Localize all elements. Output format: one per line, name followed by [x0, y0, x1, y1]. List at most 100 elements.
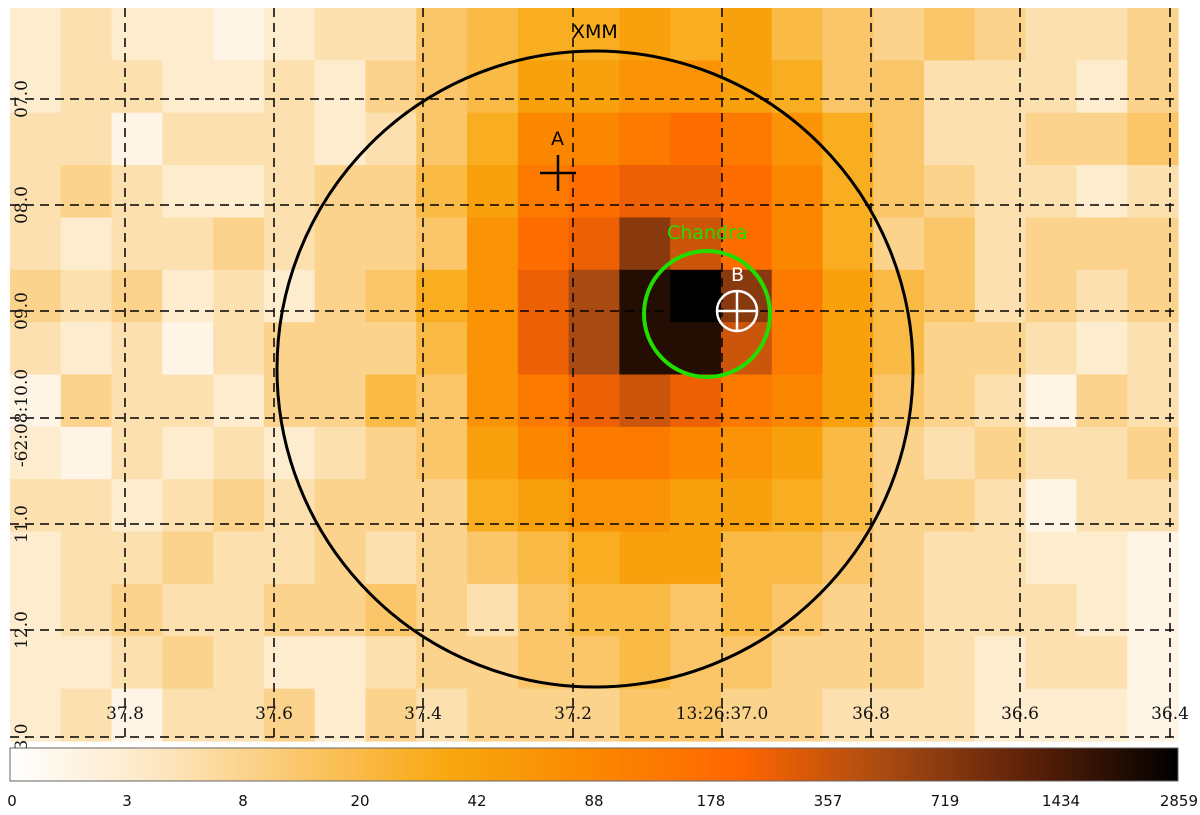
source-b-marker[interactable]	[715, 289, 759, 333]
image-pixel	[720, 322, 773, 376]
image-pixel	[619, 60, 671, 114]
image-pixel	[924, 217, 976, 271]
image-pixel	[213, 426, 265, 480]
image-pixel	[771, 217, 824, 271]
image-pixel	[213, 165, 265, 219]
image-pixel	[365, 688, 417, 742]
colorbar-labels: 0 3 8 20 42 88 178 357 719 1434 2859	[7, 792, 1198, 810]
image-pixel	[771, 8, 824, 61]
image-pixel	[314, 583, 367, 637]
image-pixel	[720, 583, 773, 637]
image-pixel	[213, 374, 265, 428]
colorbar-tick-label: 20	[350, 792, 369, 810]
image-pixel	[467, 217, 519, 271]
image-pixel	[1076, 8, 1128, 61]
image-pixel	[568, 60, 620, 114]
image-pixel	[974, 688, 1027, 742]
image-pixel	[974, 269, 1027, 323]
image-pixel	[1076, 583, 1128, 637]
image-pixel	[213, 112, 265, 166]
image-pixel	[111, 531, 163, 585]
image-pixel	[873, 8, 925, 61]
image-pixel	[365, 322, 417, 376]
image-pixel	[924, 269, 976, 323]
image-pixel	[670, 688, 722, 742]
image-pixel	[1127, 269, 1179, 323]
image-pixel	[873, 531, 925, 585]
image-pixel	[162, 165, 214, 219]
image-pixel	[263, 583, 316, 637]
colorbar-tick-label: 1434	[1042, 792, 1080, 810]
image-pixel	[670, 322, 722, 376]
image-pixel	[720, 374, 773, 428]
ra-tick-label: 37.2	[554, 704, 592, 724]
image-pixel	[1127, 322, 1179, 376]
image-pixel	[162, 269, 214, 323]
image-pixel	[416, 636, 468, 690]
image-pixel	[263, 374, 316, 428]
image-pixel	[873, 583, 925, 637]
image-pixel	[720, 112, 773, 166]
source-a-label: A	[551, 128, 564, 150]
image-pixel	[416, 322, 468, 376]
image-pixel	[10, 636, 62, 690]
image-pixel	[467, 531, 519, 585]
ra-tick-label: 36.8	[852, 704, 890, 724]
image-pixel	[60, 60, 113, 114]
image-pixel	[60, 636, 113, 690]
image-pixel	[924, 688, 976, 742]
image-pixel	[873, 60, 925, 114]
image-pixel	[974, 112, 1027, 166]
image-pixel	[111, 583, 163, 637]
image-pixel	[771, 374, 824, 428]
image-pixel	[974, 531, 1027, 585]
source-a-marker[interactable]	[540, 155, 576, 191]
image-pixel	[162, 60, 214, 114]
image-pixel	[111, 112, 163, 166]
colorbar-tick-label: 357	[814, 792, 843, 810]
image-pixel	[60, 217, 113, 271]
chandra-error-circle[interactable]	[642, 249, 772, 379]
image-pixel	[10, 217, 62, 271]
image-pixel	[822, 374, 874, 428]
image-pixel	[111, 8, 163, 61]
image-pixel	[771, 60, 824, 114]
image-pixel	[365, 636, 417, 690]
image-pixel	[314, 374, 367, 428]
image-pixel	[10, 269, 62, 323]
image-pixel	[568, 112, 620, 166]
image-pixel	[416, 8, 468, 61]
image-pixel	[263, 636, 316, 690]
image-pixel	[822, 165, 874, 219]
image-pixel	[873, 374, 925, 428]
heatmap-pixels	[10, 8, 1179, 742]
image-pixel	[416, 165, 468, 219]
image-pixel	[365, 8, 417, 61]
colorbar-tick-label: 42	[467, 792, 486, 810]
image-pixel	[771, 636, 824, 690]
image-pixel	[1076, 531, 1128, 585]
image-pixel	[619, 583, 671, 637]
image-pixel	[1025, 426, 1078, 480]
image-pixel	[720, 531, 773, 585]
colorbar-tick-label: 88	[584, 792, 603, 810]
image-pixel	[263, 531, 316, 585]
image-pixel	[1127, 374, 1179, 428]
image-pixel	[467, 426, 519, 480]
image-pixel	[568, 269, 620, 323]
image-pixel	[467, 165, 519, 219]
image-pixel	[924, 374, 976, 428]
image-pixel	[467, 112, 519, 166]
xmm-error-circle[interactable]	[275, 49, 915, 689]
image-pixel	[162, 8, 214, 61]
image-pixel	[1076, 165, 1128, 219]
image-pixel	[416, 583, 468, 637]
image-pixel	[467, 8, 519, 61]
image-pixel	[162, 112, 214, 166]
image-pixel	[416, 531, 468, 585]
image-pixel	[568, 217, 620, 271]
image-pixel	[873, 165, 925, 219]
image-pixel	[568, 636, 620, 690]
image-pixel	[517, 688, 570, 742]
